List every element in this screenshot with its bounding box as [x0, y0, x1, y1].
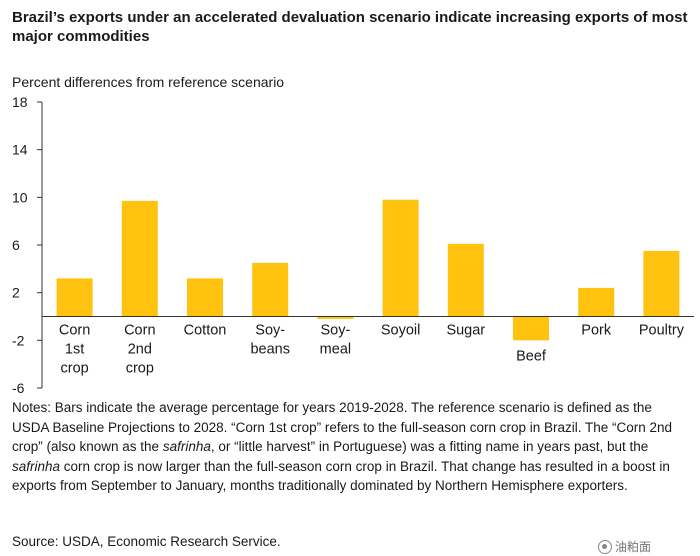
watermark-text: 油粕面: [615, 540, 652, 554]
x-tick-label-line: meal: [320, 342, 351, 358]
x-tick-label: Soyoil: [381, 323, 421, 339]
notes-italic-1: safrinha: [162, 439, 211, 455]
watermark-logo-icon: [598, 539, 612, 554]
x-tick-label-line: crop: [60, 361, 88, 377]
x-tick-label-line: Sugar: [446, 323, 485, 339]
x-tick-label: Corn 1st crop: [59, 323, 90, 377]
bar: [187, 278, 223, 317]
y-axis-label: Percent differences from reference scena…: [12, 74, 285, 90]
x-tick-label: Pork: [581, 323, 612, 339]
x-tick-label: Sugar: [446, 323, 485, 339]
x-tick-label-line: Soy-: [320, 323, 350, 339]
x-tick-label-line: crop: [126, 361, 154, 377]
x-tick-label-line: Pork: [581, 323, 612, 339]
notes-text-1: Notes: Bars indicate the average percent…: [12, 400, 673, 455]
x-tick-label-line: Beef: [516, 348, 547, 364]
y-tick-label: 2: [12, 285, 20, 301]
y-tick-label: -6: [12, 380, 25, 396]
y-tick-label: 18: [12, 94, 28, 110]
y-tick-label: 6: [12, 237, 20, 253]
x-tick-label: Beef: [516, 348, 547, 364]
bars: [56, 199, 680, 341]
x-tick-label-line: Corn: [124, 323, 155, 339]
x-tick-label: Soy-beans: [250, 323, 290, 358]
x-tick-label-line: Poultry: [639, 323, 685, 339]
watermark: 油粕面: [598, 538, 651, 555]
x-tick-label-line: 1st: [65, 342, 84, 358]
bar: [56, 278, 93, 317]
bar: [252, 262, 289, 317]
bar: [578, 287, 615, 317]
x-tick-label: Cotton: [184, 323, 227, 339]
notes-text-3: corn crop is now larger than the full-se…: [12, 458, 670, 494]
chart-source: Source: USDA, Economic Research Service.: [12, 534, 281, 549]
bar: [121, 200, 158, 317]
bar: [643, 250, 680, 317]
x-tick-label-line: 2nd: [128, 342, 152, 358]
y-tick-label: -2: [12, 332, 25, 348]
bar: [382, 199, 419, 317]
bar: [513, 316, 549, 341]
x-tick-label: Poultry: [639, 323, 685, 339]
y-axis: -6 -2 2 6 10 14 18: [12, 94, 43, 396]
bar: [447, 243, 484, 317]
chart-notes: Notes: Bars indicate the average percent…: [12, 398, 692, 496]
bar-chart: -6 -2 2 6 10 14 18 Corn 1st crop Corn 2nd crop Cotto…: [12, 94, 694, 396]
chart-title: Brazil’s exports under an accelerated de…: [12, 9, 688, 45]
x-tick-label: Soy-meal: [320, 323, 351, 358]
x-tick-label-line: Soyoil: [381, 323, 421, 339]
notes-text-2: , or “little harvest” in Portuguese) was…: [210, 439, 649, 455]
notes-italic-2: safrinha: [12, 458, 61, 474]
x-tick-label-line: Cotton: [184, 323, 227, 339]
x-tick-label-line: beans: [250, 342, 290, 358]
y-tick-label: 14: [12, 142, 28, 158]
x-tick-label-line: Soy-: [255, 323, 285, 339]
bar: [317, 316, 354, 319]
x-tick-label-line: Corn: [59, 323, 90, 339]
y-tick-label: 10: [12, 189, 28, 205]
x-tick-label: Corn 2nd crop: [124, 323, 155, 377]
